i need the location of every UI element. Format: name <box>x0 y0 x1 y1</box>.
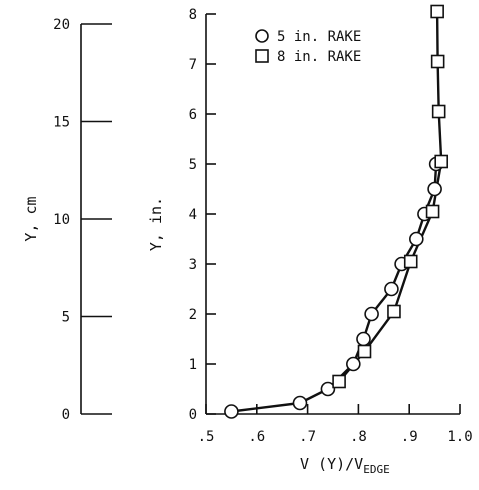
x-tick-label: .9 <box>401 429 418 445</box>
series-line-1 <box>231 163 438 413</box>
data-point-square <box>332 374 346 389</box>
legend: 5 in. RAKE 8 in. RAKE <box>255 29 361 65</box>
legend-marker-circle <box>255 29 269 43</box>
plot-frame: 0 1 2 3 4 5 6 7 8 .5 .6 .7 .8 .9 1.0 Y, in. V (Y)/VED… <box>147 7 473 476</box>
y-tick-label: 0 <box>189 407 197 423</box>
data-point-circle <box>384 281 399 297</box>
data-point-circle <box>364 306 379 322</box>
data-point-square <box>434 154 449 169</box>
x-axis-label: V (Y)/VEDGE <box>300 455 390 476</box>
y-tick-label: 7 <box>189 57 197 73</box>
x-tick-label: .7 <box>299 429 316 445</box>
y-tick-label: 1 <box>189 357 197 373</box>
data-point-circle <box>320 381 336 397</box>
y-tick-label: 4 <box>189 207 197 223</box>
series-layer <box>224 4 449 419</box>
data-point-circle <box>356 331 371 347</box>
y-axis-ticks: 0 1 2 3 4 5 6 7 8 <box>189 7 216 423</box>
data-point-circle <box>224 404 239 419</box>
data-point-square <box>431 104 446 119</box>
y-tick-label: 2 <box>189 307 197 323</box>
x-tick-label: 1.0 <box>447 429 472 445</box>
legend-label: 5 in. RAKE <box>277 29 361 45</box>
y-tick-label: 3 <box>189 257 197 273</box>
data-point-square <box>425 204 440 219</box>
data-point-square <box>403 254 418 269</box>
y-tick-label: 5 <box>189 157 197 173</box>
cm-tick-label: 0 <box>62 407 70 423</box>
x-axis-label-main: V (Y)/V <box>300 455 363 473</box>
data-point-circle <box>346 356 361 372</box>
x-tick-label: .5 <box>198 429 215 445</box>
data-point-circle <box>427 181 442 197</box>
data-point-square <box>430 54 445 69</box>
data-point-square <box>430 4 444 19</box>
data-point-circle <box>292 395 308 411</box>
x-tick-label: .8 <box>350 429 367 445</box>
cm-tick-label: 10 <box>53 212 70 228</box>
data-point-circle <box>409 231 424 247</box>
x-axis-ticks: .5 .6 .7 .8 .9 1.0 <box>198 404 473 445</box>
y-axis-label: Y, in. <box>147 197 165 251</box>
x-axis-label-sub: EDGE <box>363 463 390 476</box>
legend-label: 8 in. RAKE <box>277 49 361 65</box>
data-point-square <box>387 304 401 319</box>
y-tick-label: 8 <box>189 7 197 23</box>
data-point-square <box>357 344 372 359</box>
x-tick-label: .6 <box>248 429 265 445</box>
cm-axis: 0 5 10 15 20 Y, cm <box>22 17 112 423</box>
y-tick-label: 6 <box>189 107 197 123</box>
series-line-2 <box>338 11 443 383</box>
cm-tick-label: 20 <box>53 17 70 33</box>
legend-marker-square <box>255 49 269 63</box>
cm-axis-ticks: 0 5 10 15 20 <box>53 17 112 423</box>
cm-tick-label: 15 <box>53 115 70 131</box>
cm-axis-label: Y, cm <box>22 196 40 241</box>
cm-tick-label: 5 <box>62 310 70 326</box>
